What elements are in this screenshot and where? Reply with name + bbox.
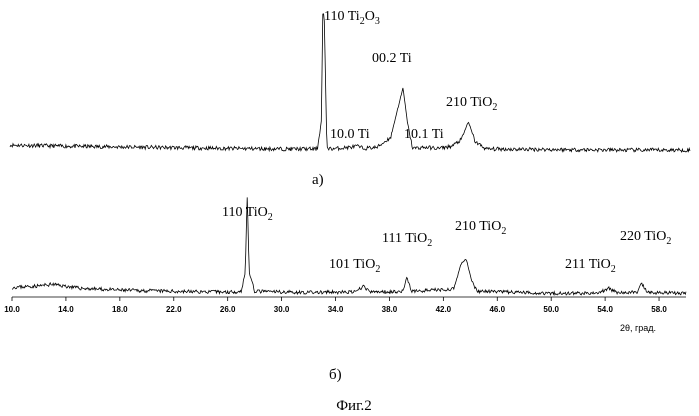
annotation-peak-210-tio2-b: 210 TiO2 xyxy=(455,219,506,237)
x-tick-label: 46.0 xyxy=(489,305,505,314)
panel-b-annotations: 110 TiO2 101 TiO2 111 TiO2 210 TiO2 211 … xyxy=(222,205,671,275)
x-tick-label: 30.0 xyxy=(274,305,290,314)
x-tick-label: 54.0 xyxy=(597,305,613,314)
annotation-peak-101-ti: 10.1 Ti xyxy=(404,127,444,142)
annotation-peak-111-tio2: 111 TiO2 xyxy=(382,231,432,249)
figure-caption: Фиг.2 xyxy=(336,398,372,414)
annotation-peak-110-tio2: 110 TiO2 xyxy=(222,205,273,223)
x-tick-label: 26.0 xyxy=(220,305,236,314)
x-tick-label: 42.0 xyxy=(436,305,452,314)
panel-a-annotations: 110 Ti2O3 00.2 Ti 10.0 Ti 10.1 Ti 210 Ti… xyxy=(324,9,497,142)
x-tick-label: 18.0 xyxy=(112,305,128,314)
annotation-peak-002-ti: 00.2 Ti xyxy=(372,51,412,66)
panel-b-x-ticks: 10.0 14.0 18.0 22.0 26.0 30.0 34.0 38.0 42.0 46.0… xyxy=(4,297,667,314)
annotation-peak-101-tio2: 101 TiO2 xyxy=(329,257,380,275)
panel-a-label: а) xyxy=(312,172,324,188)
annotation-peak-211-tio2: 211 TiO2 xyxy=(565,257,616,275)
x-tick-label: 38.0 xyxy=(382,305,398,314)
x-tick-label: 14.0 xyxy=(58,305,74,314)
x-tick-label: 50.0 xyxy=(543,305,559,314)
panel-b-x-axis-label: 2θ, град. xyxy=(620,323,656,333)
x-tick-label: 22.0 xyxy=(166,305,182,314)
annotation-peak-220-tio2: 220 TiO2 xyxy=(620,229,671,247)
panel-a: 110 Ti2O3 00.2 Ti 10.0 Ti 10.1 Ti 210 Ti… xyxy=(10,9,690,188)
panel-b-trace xyxy=(12,197,686,295)
x-tick-label: 34.0 xyxy=(328,305,344,314)
x-tick-label: 58.0 xyxy=(651,305,667,314)
x-tick-label: 10.0 xyxy=(4,305,20,314)
annotation-peak-100-ti: 10.0 Ti xyxy=(330,127,370,142)
annotation-peak-110-ti2o3: 110 Ti2O3 xyxy=(324,9,380,27)
panel-b-label: б) xyxy=(329,367,342,383)
annotation-peak-210-tio2-a: 210 TiO2 xyxy=(446,95,497,113)
panel-b: 10.0 14.0 18.0 22.0 26.0 30.0 34.0 38.0 42.0 46.0… xyxy=(4,197,686,383)
